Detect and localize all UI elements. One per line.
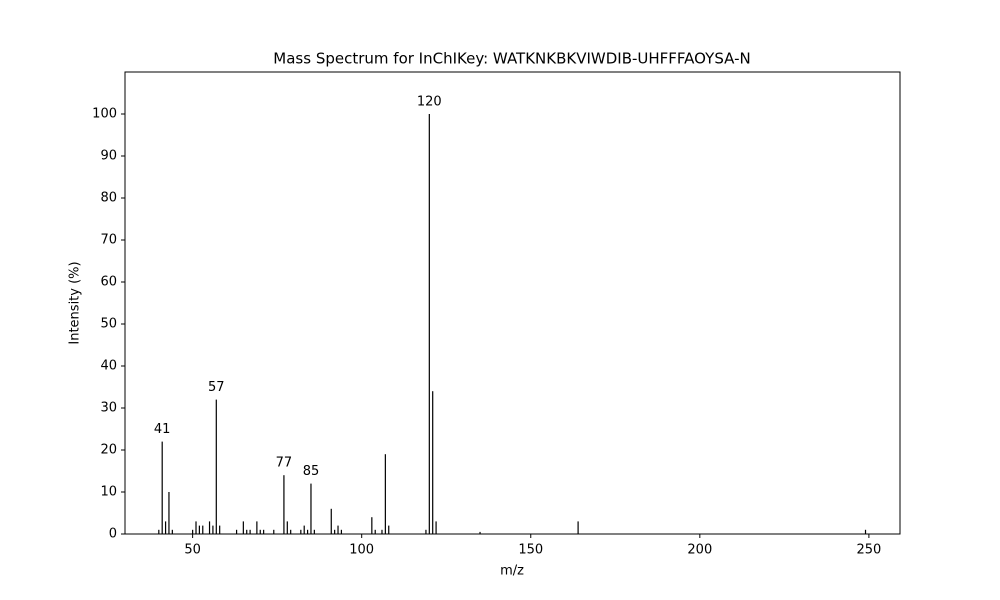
peak-label: 41 (154, 422, 171, 437)
y-tick-label: 80 (100, 191, 117, 206)
peak (432, 391, 434, 534)
peak (158, 529, 160, 534)
chart-title: Mass Spectrum for InChIKey: WATKNKBKVIWD… (273, 50, 750, 68)
peak (168, 492, 170, 534)
peak (283, 475, 285, 534)
peak (219, 525, 221, 534)
peak (306, 529, 309, 534)
y-tick-label: 30 (100, 401, 117, 416)
peak-label: 77 (276, 456, 293, 471)
peak (300, 529, 302, 534)
peak (192, 529, 194, 534)
peak (340, 529, 343, 534)
peak (256, 521, 258, 534)
peak (381, 529, 383, 534)
peak (164, 521, 167, 534)
peak (235, 529, 238, 534)
peak (208, 521, 211, 534)
peak (212, 525, 214, 534)
y-tick-label: 40 (100, 359, 117, 374)
y-tick-label: 90 (100, 149, 117, 164)
x-tick-label: 50 (184, 543, 201, 558)
peak (334, 529, 336, 534)
peak-label: 85 (303, 464, 320, 479)
peak (310, 483, 312, 534)
y-tick-label: 20 (100, 443, 117, 458)
peak (215, 399, 217, 534)
peak (330, 508, 332, 534)
peak (435, 521, 437, 534)
peak (290, 529, 292, 534)
peak (246, 529, 248, 534)
peak (577, 521, 579, 534)
y-tick-label: 70 (100, 233, 117, 248)
peak (202, 525, 204, 534)
y-tick-label: 10 (100, 485, 117, 500)
peak (374, 529, 376, 534)
peak (371, 517, 373, 534)
x-tick-label: 100 (349, 543, 374, 558)
plot-frame (124, 71, 901, 535)
x-tick-label: 250 (856, 543, 881, 558)
y-tick-label: 0 (109, 527, 117, 542)
peak (161, 441, 163, 534)
y-tick-label: 50 (100, 317, 117, 332)
x-axis-label: m/z (500, 564, 524, 579)
peak (195, 521, 197, 534)
peak (313, 529, 315, 534)
peak-label: 57 (208, 380, 225, 395)
peak (864, 529, 867, 534)
peak (479, 531, 481, 534)
peak (384, 454, 386, 534)
peak (428, 114, 430, 534)
peak (198, 525, 200, 534)
peak (171, 529, 173, 534)
peak (425, 529, 427, 534)
peak (263, 529, 265, 534)
peak (286, 521, 288, 534)
peak (303, 525, 305, 534)
y-axis-label: Intensity (%) (68, 261, 83, 344)
peak (249, 529, 251, 534)
y-tick-label: 100 (92, 107, 117, 122)
y-tick-label: 60 (100, 275, 117, 290)
peak (388, 525, 390, 534)
x-tick-label: 200 (687, 543, 712, 558)
x-tick-label: 150 (518, 543, 543, 558)
peak (259, 529, 261, 534)
peak (337, 525, 339, 534)
peak-label: 120 (417, 95, 442, 110)
peak (273, 529, 275, 534)
peak (242, 521, 244, 534)
